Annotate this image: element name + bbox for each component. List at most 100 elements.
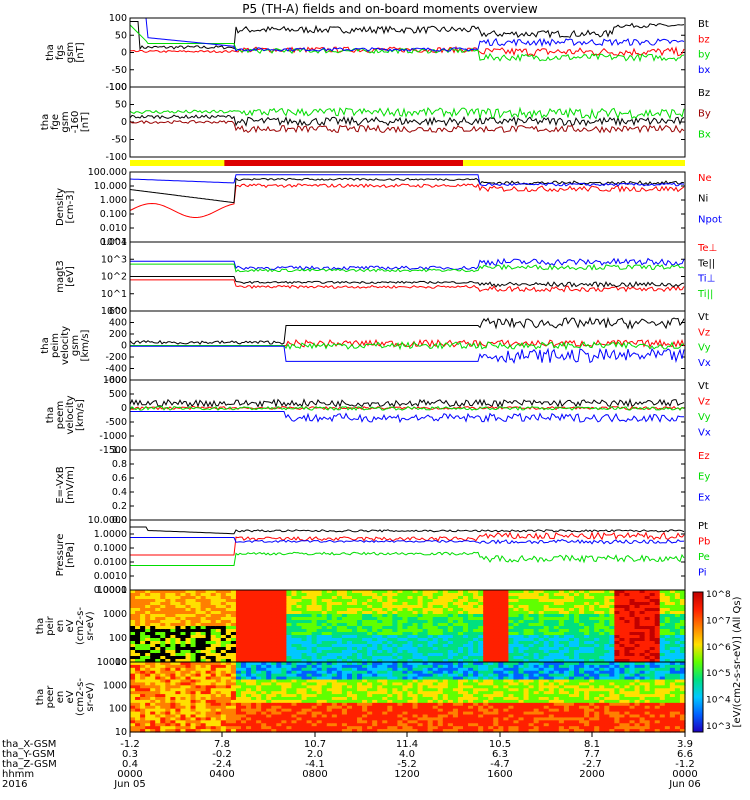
- ylabel-line: Density: [55, 188, 66, 226]
- heatmap-cell: [291, 629, 298, 633]
- heatmap-cell: [291, 611, 298, 615]
- heatmap-cell: [346, 632, 353, 636]
- heatmap-cell: [276, 697, 282, 701]
- heatmap-cell: [175, 682, 182, 686]
- heatmap-cell: [422, 714, 429, 719]
- heatmap-cell: [352, 647, 358, 651]
- heatmap-cell: [644, 611, 651, 615]
- heatmap-cell: [382, 605, 388, 609]
- heatmap-cell: [407, 644, 414, 648]
- heatmap-cell: [518, 599, 525, 603]
- heatmap-cell: [528, 641, 535, 645]
- heatmap-cell: [432, 638, 439, 642]
- heatmap-cell: [130, 602, 136, 606]
- heatmap-cell: [230, 697, 237, 701]
- heatmap-cell: [150, 593, 156, 597]
- heatmap-cell: [326, 691, 333, 695]
- heatmap-cell: [316, 620, 323, 624]
- heatmap-cell: [336, 697, 343, 701]
- heatmap-cell: [165, 605, 171, 609]
- heatmap-cell: [306, 708, 313, 713]
- heatmap-cell: [412, 705, 419, 710]
- heatmap-cell: [468, 717, 474, 721]
- heatmap-cell: [346, 653, 353, 657]
- heatmap-cell: [493, 632, 499, 636]
- heatmap-cell: [382, 676, 388, 681]
- heatmap-cell: [321, 711, 328, 716]
- heatmap-cell: [190, 670, 197, 675]
- heatmap-cell: [130, 626, 136, 630]
- heatmap-cell: [160, 659, 166, 663]
- heatmap-cell: [261, 599, 267, 603]
- heatmap-cell: [624, 614, 631, 618]
- heatmap-cell: [488, 679, 494, 684]
- heatmap-cell: [649, 608, 656, 612]
- heatmap-cell: [175, 670, 182, 675]
- heatmap-cell: [230, 641, 237, 645]
- heatmap-cell: [538, 611, 545, 615]
- heatmap-cell: [508, 632, 515, 636]
- heatmap-cell: [321, 644, 328, 648]
- heatmap-cell: [679, 617, 686, 621]
- heatmap-cell: [558, 679, 565, 684]
- heatmap-cell: [372, 590, 378, 594]
- heatmap-cell: [160, 708, 166, 713]
- heatmap-cell: [543, 590, 550, 594]
- heatmap-cell: [331, 664, 338, 669]
- heatmap-cell: [604, 599, 610, 603]
- tick-label: -600: [105, 375, 127, 386]
- heatmap-cell: [639, 593, 646, 597]
- heatmap-cell: [357, 673, 363, 678]
- heatmap-cell: [478, 638, 484, 642]
- heatmap-cell: [402, 729, 409, 733]
- heatmap-cell: [468, 679, 474, 684]
- heatmap-cell: [271, 717, 277, 721]
- heatmap-cell: [352, 602, 358, 606]
- heatmap-cell: [296, 644, 303, 648]
- heatmap-cell: [165, 626, 171, 630]
- heatmap-cell: [266, 647, 272, 651]
- heatmap-cell: [508, 723, 515, 727]
- heatmap-cell: [488, 635, 494, 639]
- heatmap-cell: [200, 723, 207, 727]
- heatmap-cell: [387, 720, 393, 724]
- heatmap-cell: [251, 650, 257, 654]
- heatmap-cell: [513, 656, 520, 660]
- heatmap-cell: [382, 596, 388, 600]
- heatmap-cell: [518, 659, 525, 663]
- heatmap-cell: [311, 608, 318, 612]
- heatmap-cell: [372, 617, 378, 621]
- heatmap-cell: [170, 635, 177, 639]
- heatmap-cell: [170, 705, 177, 710]
- heatmap-cell: [649, 623, 656, 627]
- legend-Te||: Te||: [697, 258, 715, 269]
- heatmap-cell: [130, 723, 136, 727]
- heatmap-cell: [256, 656, 262, 660]
- heatmap-cell: [261, 608, 267, 612]
- heatmap-cell: [452, 617, 459, 621]
- heatmap-cell: [553, 653, 560, 657]
- heatmap-cell: [286, 632, 293, 636]
- heatmap-cell: [145, 729, 151, 733]
- heatmap-cell: [523, 617, 530, 621]
- heatmap-cell: [200, 664, 207, 669]
- heatmap-cell: [432, 667, 439, 672]
- heatmap-cell: [331, 726, 338, 730]
- heatmap-cell: [352, 685, 358, 689]
- heatmap-cell: [538, 688, 545, 692]
- heatmap-cell: [135, 679, 141, 684]
- heatmap-cell: [417, 694, 424, 698]
- heatmap-cell: [261, 679, 267, 684]
- heatmap-cell: [286, 679, 293, 684]
- heatmap-cell: [417, 699, 424, 704]
- heatmap-cell: [427, 614, 434, 618]
- heatmap-cell: [437, 626, 444, 630]
- heatmap-cell: [135, 708, 141, 713]
- heatmap-cell: [457, 697, 464, 701]
- heatmap-cell: [402, 679, 409, 684]
- heatmap-cell: [543, 650, 550, 654]
- heatmap-cell: [407, 679, 414, 684]
- heatmap-cell: [397, 605, 404, 609]
- heatmap-cell: [170, 664, 177, 669]
- heatmap-cell: [558, 626, 565, 630]
